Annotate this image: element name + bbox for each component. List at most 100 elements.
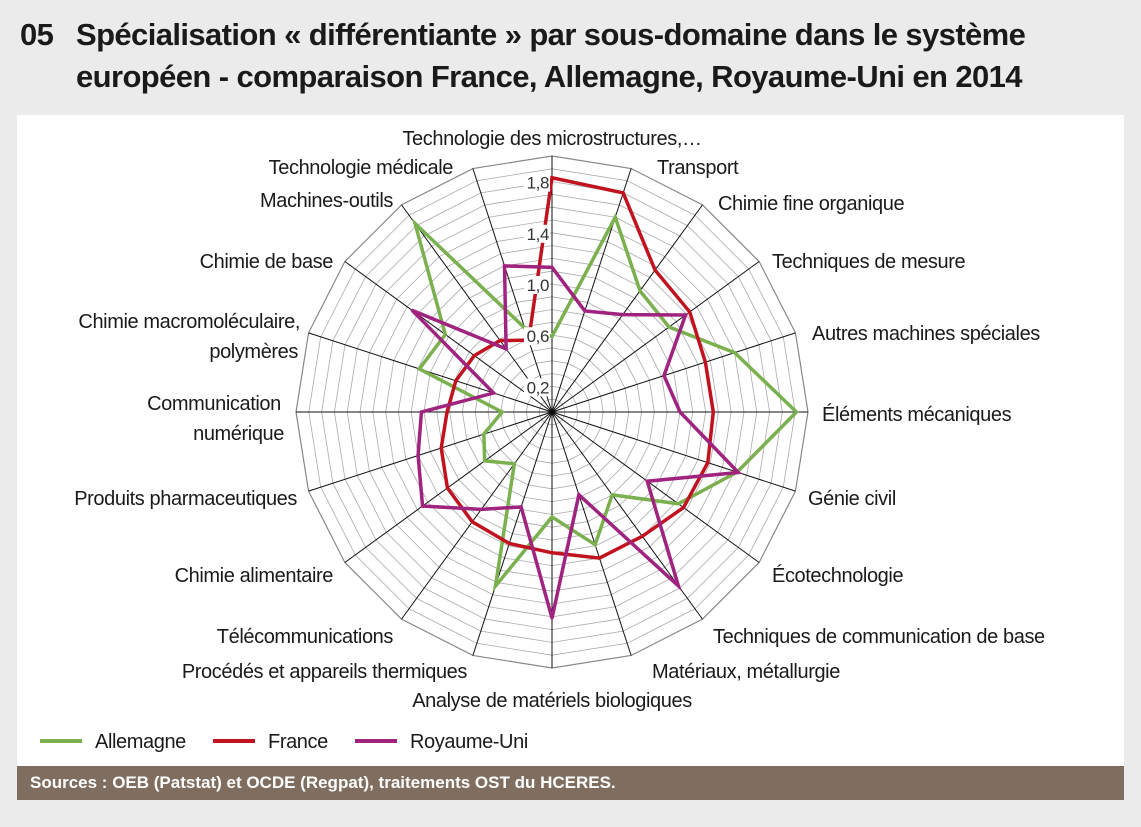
data-point-france (597, 556, 601, 560)
radar-axis (472, 168, 553, 413)
data-point-allemagne (417, 367, 421, 371)
radar-axis (551, 411, 796, 492)
category-label: Télécommunications (217, 626, 394, 648)
category-label: Communication (147, 393, 281, 415)
tick-label: 1,8 (527, 174, 549, 193)
chart-panel (17, 115, 1124, 766)
tick-label: 1,4 (527, 225, 549, 244)
radar-axis (551, 261, 760, 413)
data-point-france (653, 268, 657, 272)
radar-axis (551, 411, 760, 563)
legend: Allemagne France Royaume-Uni (40, 731, 528, 753)
data-point-france (550, 551, 554, 555)
data-point-allemagne (413, 222, 417, 226)
data-point-allemagne (550, 515, 554, 519)
data-point-royaume-uni (492, 391, 496, 395)
tick-label: 0,6 (527, 327, 549, 346)
tick-label: 0,2 (527, 378, 549, 397)
category-label: Techniques de mesure (772, 251, 966, 273)
data-point-france (711, 410, 715, 414)
data-point-france (498, 339, 502, 343)
data-point-france (703, 360, 707, 364)
category-label: Autres machines spéciales (812, 323, 1040, 345)
category-label: Analyse de matériels biologiques (412, 690, 692, 712)
data-point-allemagne (610, 493, 614, 497)
legend-label-royaume-uni: Royaume-Uni (410, 731, 528, 753)
category-label: Machines-outils (260, 190, 393, 212)
figure-number: 05 (20, 17, 54, 52)
radar-axis (308, 332, 553, 413)
category-label: Génie civil (808, 488, 896, 510)
legend-label-france: France (268, 731, 328, 753)
data-point-royaume-uni (503, 264, 507, 268)
data-point-allemagne (613, 215, 617, 219)
data-point-royaume-uni (676, 584, 680, 588)
source-note: Sources : OEB (Patstat) et OCDE (Regpat)… (17, 766, 1124, 800)
data-point-royaume-uni (662, 374, 666, 378)
radar-grid (295, 155, 809, 669)
radar-axis (551, 332, 796, 413)
data-point-france (454, 379, 458, 383)
category-label: Produits pharmaceutiques (74, 488, 297, 510)
data-point-france (688, 310, 692, 314)
data-point-allemagne (493, 584, 497, 588)
data-point-france (550, 176, 554, 180)
data-point-royaume-uni (550, 616, 554, 620)
tick-label: 1,0 (527, 276, 549, 295)
category-label: Chimie alimentaire (175, 565, 334, 587)
data-point-allemagne (638, 289, 642, 293)
radar-axis (472, 411, 553, 656)
data-point-france (445, 410, 449, 414)
tick-label-bg (524, 378, 550, 397)
data-point-royaume-uni (410, 308, 414, 312)
data-point-allemagne (733, 351, 737, 355)
category-label: Procédés et appareils thermiques (182, 661, 468, 683)
data-point-france (706, 461, 710, 465)
category-label: Transport (657, 157, 739, 179)
data-point-allemagne (443, 333, 447, 337)
title-line-1: Spécialisation « différentiante » par so… (76, 17, 1026, 52)
data-point-allemagne (512, 462, 516, 466)
radar-axis (344, 261, 553, 413)
data-point-royaume-uni (684, 313, 688, 317)
radar-axis (551, 411, 632, 656)
data-point-royaume-uni (416, 454, 420, 458)
category-label: Éléments mécaniques (822, 403, 1012, 426)
category-label: Matériaux, métallurgie (652, 661, 840, 683)
radar-axis (401, 204, 553, 413)
radial-tick-labels: 0,2 0,6 1,0 1,4 1,8 (524, 173, 550, 397)
legend-label-allemagne: Allemagne (95, 731, 186, 753)
tick-label-bg (524, 173, 550, 192)
radar-axis (308, 411, 553, 492)
data-point-royaume-uni (519, 505, 523, 509)
data-point-royaume-uni (577, 493, 581, 497)
category-labels: Technologie des microstructures,… Transp… (74, 128, 1045, 712)
data-point-royaume-uni (736, 471, 740, 475)
radar-center (549, 409, 555, 415)
data-point-allemagne (667, 325, 671, 329)
data-point-france (682, 506, 686, 510)
category-label: Chimie fine organique (718, 193, 904, 215)
data-point-allemagne (794, 410, 798, 414)
category-label: Chimie macromoléculaire, (78, 311, 300, 333)
category-label: Techniques de communication de base (713, 626, 1045, 648)
tick-label-bg (524, 327, 550, 346)
title-line-2: européen - comparaison France, Allemagne… (76, 59, 1023, 94)
data-point-royaume-uni (479, 507, 483, 511)
data-point-france (439, 446, 443, 450)
data-point-allemagne (676, 502, 680, 506)
data-point-allemagne (550, 334, 554, 338)
data-point-allemagne (593, 543, 597, 547)
category-label: Technologie médicale (269, 157, 454, 179)
data-point-allemagne (482, 432, 486, 436)
radar-series (410, 175, 799, 620)
category-label: polymères (209, 341, 298, 363)
data-point-royaume-uni (550, 265, 554, 269)
category-label: Chimie de base (200, 251, 334, 273)
data-point-france (470, 520, 474, 524)
data-point-france (445, 486, 449, 490)
radar-axis (401, 411, 553, 620)
data-point-france (472, 354, 476, 358)
category-label: numérique (193, 423, 284, 445)
tick-label-bg (524, 224, 550, 243)
